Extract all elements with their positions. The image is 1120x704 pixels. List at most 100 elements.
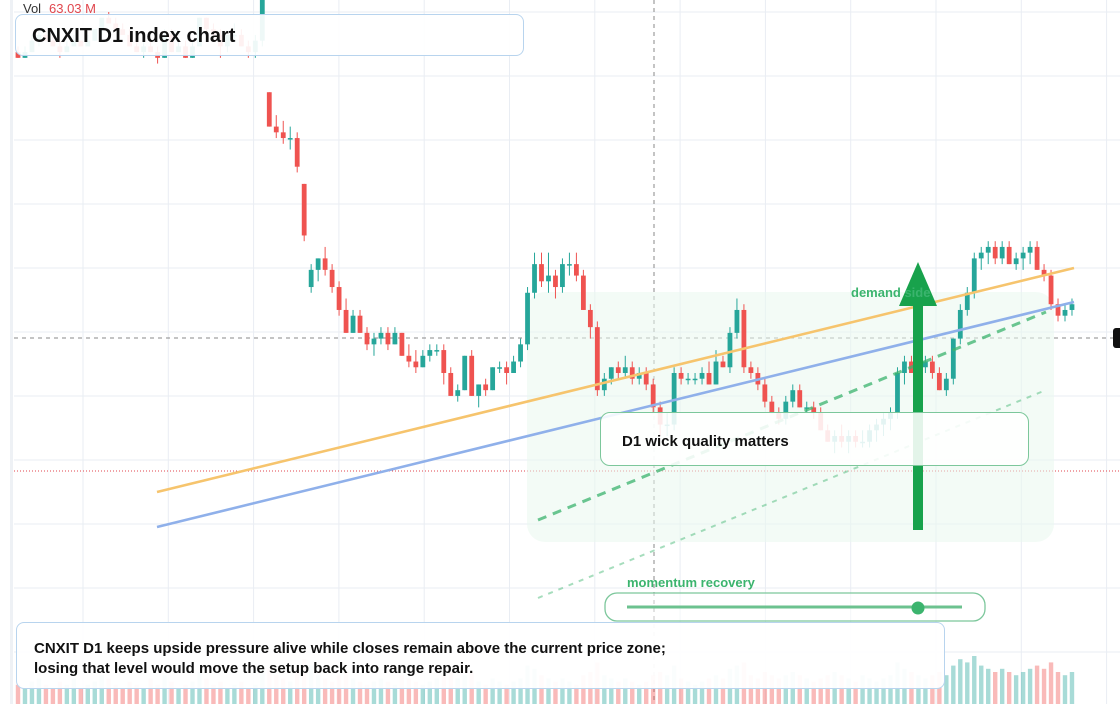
volume-bar: [958, 659, 963, 704]
volume-bar: [999, 668, 1005, 704]
volume-bar: [804, 678, 809, 704]
candle-body: [929, 361, 935, 373]
candle-body: [692, 378, 698, 381]
volume-bar: [853, 681, 858, 704]
candle-body: [287, 138, 293, 140]
candle-body: [992, 246, 998, 259]
candle-body: [420, 355, 426, 368]
volume-bar: [392, 684, 398, 704]
volume-bar: [92, 681, 97, 704]
candle-body: [608, 367, 614, 379]
volume-bar: [127, 681, 132, 704]
candle-body: [999, 246, 1005, 259]
volume-bar: [783, 675, 788, 704]
candle-body: [1069, 304, 1075, 310]
volume-bar: [497, 681, 502, 704]
volume-bar: [462, 675, 467, 704]
volume-bar: [755, 678, 761, 704]
volume-bar: [539, 675, 544, 704]
volume-bar: [190, 681, 195, 704]
volume-bar: [518, 678, 523, 704]
volume-bar: [420, 684, 426, 704]
demand-side-label: demand side: [851, 285, 931, 300]
candle-body: [706, 372, 712, 385]
volume-bar: [239, 681, 244, 704]
volume-bar: [748, 675, 754, 704]
volume-bar: [567, 681, 572, 704]
candle-body: [343, 309, 349, 333]
candle-body: [957, 309, 963, 339]
momentum-recovery-label: momentum recovery: [627, 575, 755, 590]
candle-body: [734, 309, 740, 333]
volume-bar: [64, 684, 70, 704]
candle-body: [936, 372, 942, 391]
volume-bar: [1062, 675, 1068, 704]
volume-bar: [644, 681, 649, 704]
volume-value: 63.03 M: [49, 1, 96, 16]
volume-bar: [371, 681, 377, 704]
price-marker-icon[interactable]: [1113, 328, 1120, 348]
volume-label: Vol: [23, 1, 42, 16]
volume-bar: [85, 684, 90, 704]
candle-body: [329, 269, 335, 288]
volume-bar: [120, 688, 125, 704]
volume-bar: [797, 675, 802, 704]
candle-body: [587, 309, 593, 328]
candle-body: [1013, 258, 1019, 265]
volume-bar: [811, 681, 816, 704]
volume-bar: [1020, 672, 1026, 704]
momentum-dot: [911, 601, 925, 615]
volume-bar: [867, 678, 872, 704]
volume-bar: [281, 678, 286, 704]
volume-bar: [274, 675, 279, 704]
candle-body: [294, 138, 300, 167]
volume-bar: [511, 681, 516, 704]
volume-bar: [176, 688, 181, 704]
volume-bar: [406, 678, 412, 704]
arrow-head: [899, 262, 937, 306]
volume-bar: [1069, 672, 1075, 704]
candle-body: [636, 372, 642, 379]
volume-bar: [860, 675, 865, 704]
volume-bar: [769, 675, 775, 704]
volume-bar: [113, 684, 118, 704]
volume-bar: [504, 684, 509, 704]
candle-body: [518, 344, 523, 362]
candle-body: [476, 384, 482, 396]
candle-body: [532, 264, 537, 293]
volume-bar: [818, 678, 823, 704]
volume-bar: [57, 681, 63, 704]
candle-body: [713, 361, 719, 385]
candle-body: [727, 332, 733, 368]
volume-bar: [574, 684, 579, 704]
volume-bar: [350, 678, 356, 704]
candle-body: [350, 315, 356, 333]
volume-bar: [399, 675, 405, 704]
volume-bar: [678, 678, 684, 704]
candle-body: [308, 269, 314, 288]
volume-bar: [720, 678, 726, 704]
candle-body: [1020, 252, 1026, 259]
volume-bar: [916, 675, 921, 704]
volume-bar: [50, 688, 56, 704]
candle-body: [322, 258, 328, 270]
chart-title: CNXIT D1 index chart: [32, 25, 236, 47]
volume-bar: [162, 675, 167, 704]
volume-bar: [490, 678, 495, 704]
volume-bar: [979, 665, 984, 704]
candle-body: [504, 367, 509, 373]
volume-bar: [99, 675, 104, 704]
volume-bar: [288, 681, 293, 704]
volume-bar: [183, 684, 188, 704]
candle-body: [797, 390, 803, 408]
caption-line-1: CNXIT D1 keeps upside pressure alive whi…: [34, 640, 666, 657]
candle-body: [483, 384, 489, 391]
candle-body: [622, 367, 628, 373]
candle-body: [950, 338, 956, 379]
volume-bar: [602, 675, 607, 704]
candle-body: [462, 355, 468, 391]
volume-bar: [874, 681, 879, 704]
candle-body: [943, 378, 949, 391]
volume-bar: [944, 675, 949, 704]
